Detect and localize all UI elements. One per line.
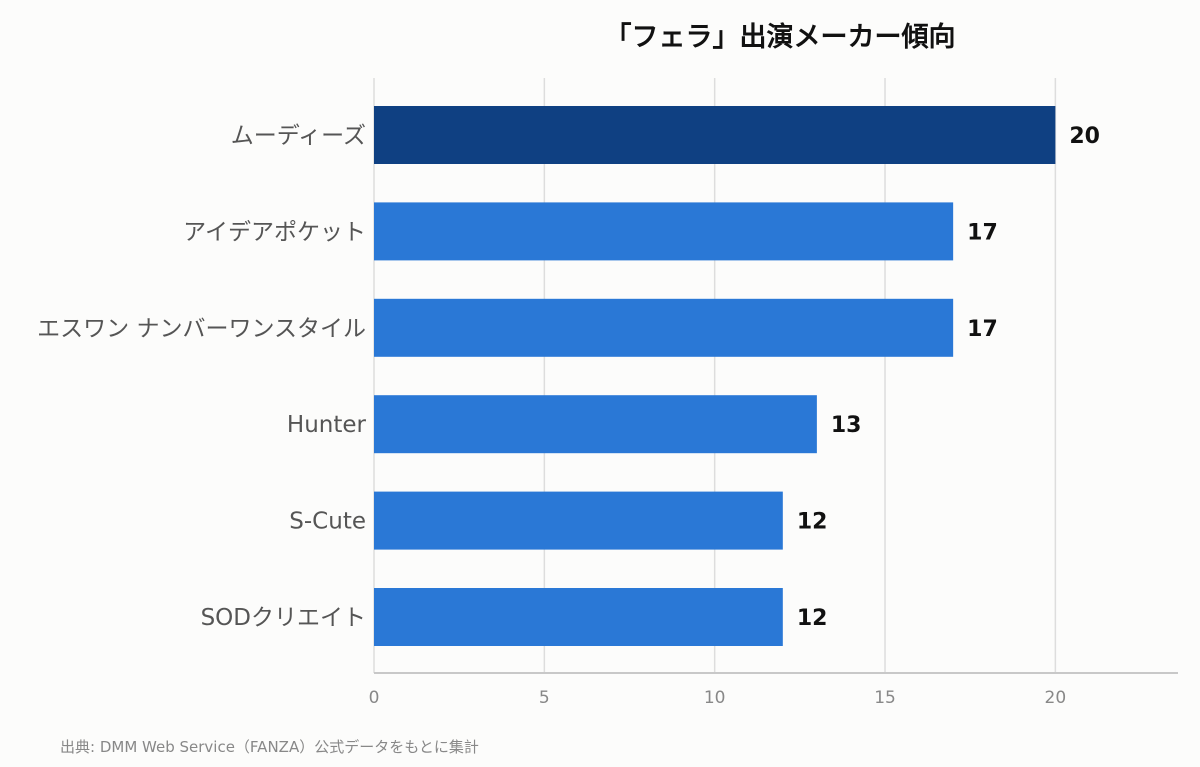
bar-1 xyxy=(374,202,954,261)
bar-2 xyxy=(374,298,954,357)
category-label: アイデアポケット xyxy=(183,219,366,245)
category-label: エスワン ナンバーワンスタイル xyxy=(37,316,366,342)
x-tick-label: 15 xyxy=(874,688,896,708)
value-label: 12 xyxy=(797,606,828,631)
x-tick-label: 0 xyxy=(369,688,380,708)
x-tick-labels: 0 5 10 15 20 xyxy=(369,688,1067,708)
bars xyxy=(374,106,1056,646)
category-label: S-Cute xyxy=(289,509,366,535)
category-label: Hunter xyxy=(287,412,367,438)
source-note: 出典: DMM Web Service（FANZA）公式データをもとに集計 xyxy=(60,738,479,756)
bar-3 xyxy=(374,395,817,454)
value-label: 17 xyxy=(967,220,998,245)
bar-0 xyxy=(374,106,1056,164)
bar-5 xyxy=(374,588,783,646)
x-tick-label: 5 xyxy=(539,688,550,708)
category-label: SODクリエイト xyxy=(201,605,366,631)
category-label: ムーディーズ xyxy=(231,123,366,149)
x-tick-label: 20 xyxy=(1045,688,1067,708)
chart-title: 「フェラ」出演メーカー傾向 xyxy=(605,21,956,53)
x-tick-label: 10 xyxy=(704,688,726,708)
gridlines xyxy=(373,78,1057,673)
value-labels: 20 17 17 13 12 12 xyxy=(797,124,1100,631)
value-label: 13 xyxy=(831,413,862,438)
bar-4 xyxy=(374,491,783,550)
value-label: 12 xyxy=(797,510,828,535)
value-label: 20 xyxy=(1069,124,1100,149)
value-label: 17 xyxy=(967,317,998,342)
